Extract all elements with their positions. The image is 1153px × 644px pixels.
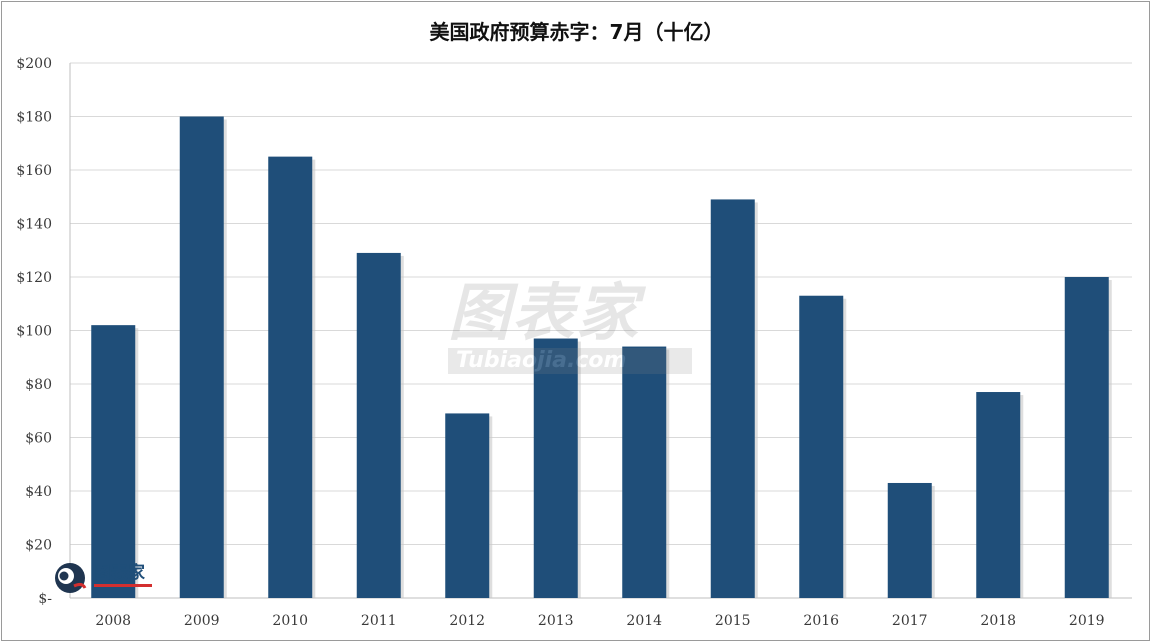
bar-2010 — [268, 156, 313, 598]
x-tick-label: 2010 — [272, 613, 308, 629]
logo-text: 图表家 — [94, 563, 145, 583]
brand-logo: 图表家 — [52, 560, 162, 596]
y-tick-label: $120 — [16, 270, 52, 286]
y-tick-label: $80 — [25, 377, 52, 393]
y-tick-label: $200 — [16, 56, 52, 72]
chart-title: 美国政府预算赤字：7月（十亿） — [429, 20, 724, 44]
x-tick-label: 2014 — [626, 613, 662, 629]
logo-head-icon — [55, 563, 87, 593]
grid-lines — [70, 62, 1132, 545]
bar-2012 — [445, 413, 490, 598]
x-tick-label: 2015 — [715, 613, 751, 629]
x-tick-label: 2018 — [980, 613, 1016, 629]
x-tick-label: 2008 — [95, 613, 131, 629]
x-tick-label: 2013 — [538, 613, 574, 629]
x-tick-label: 2016 — [803, 613, 839, 629]
y-tick-label: $100 — [16, 324, 52, 340]
y-tick-labels: $- $20 $40 $60 $80 $100 $120 $140 $160 $180 $200 — [16, 56, 52, 607]
bar-2017 — [887, 482, 932, 598]
y-tick-label: $60 — [25, 431, 52, 447]
y-tick-label: $20 — [25, 538, 52, 554]
bar-2008 — [91, 325, 136, 598]
bar-2009 — [179, 116, 224, 598]
y-tick-label: $160 — [16, 163, 52, 179]
x-tick-label: 2009 — [184, 613, 220, 629]
logo-underline — [94, 584, 152, 587]
x-tick-label: 2012 — [449, 613, 485, 629]
y-tick-label: $- — [38, 591, 52, 607]
bar-2014 — [622, 346, 667, 598]
y-tick-label: $40 — [25, 484, 52, 500]
x-tick-label: 2017 — [892, 613, 928, 629]
bar-2016 — [799, 295, 844, 598]
bar-2019 — [1064, 277, 1109, 598]
x-tick-labels: 2008 2009 2010 2011 2012 2013 2014 2015 2016 2017… — [95, 613, 1104, 629]
y-tick-label: $140 — [16, 217, 52, 233]
x-tick-label: 2019 — [1069, 613, 1105, 629]
y-tick-label: $180 — [16, 110, 52, 126]
x-tick-label: 2011 — [361, 613, 397, 629]
bar-2018 — [976, 392, 1021, 598]
bar-2011 — [356, 252, 401, 599]
bar-2013 — [533, 338, 578, 598]
bars — [91, 116, 1112, 599]
axes — [69, 63, 1132, 599]
bar-2015 — [710, 199, 755, 599]
